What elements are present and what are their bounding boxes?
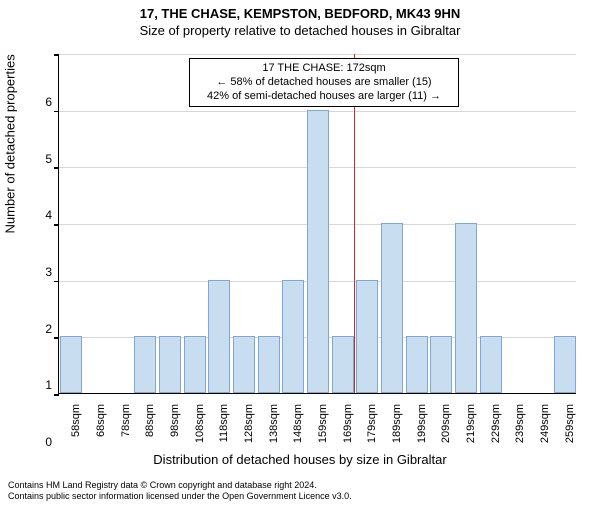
xtick-label: 138sqm [268, 404, 280, 454]
x-axis-label: Distribution of detached houses by size … [0, 452, 600, 467]
bar [455, 223, 477, 393]
bar [307, 110, 329, 393]
xtick-label: 108sqm [194, 404, 206, 454]
ytick-label: 0 [32, 435, 52, 449]
footer-line1: Contains HM Land Registry data © Crown c… [8, 480, 352, 491]
xtick-label: 189sqm [391, 404, 403, 454]
ytick-label: 3 [32, 265, 52, 279]
bar [208, 280, 230, 393]
xtick-label: 259sqm [564, 404, 576, 454]
plot-region: 58sqm68sqm78sqm88sqm98sqm108sqm118sqm128… [58, 54, 576, 394]
chart-area: 58sqm68sqm78sqm88sqm98sqm108sqm118sqm128… [58, 54, 576, 414]
xtick-label: 88sqm [144, 404, 156, 454]
chart-title-sub: Size of property relative to detached ho… [0, 23, 600, 38]
bar [332, 336, 354, 393]
bar [60, 336, 82, 393]
xtick-label: 68sqm [95, 404, 107, 454]
bar [356, 280, 378, 393]
footer-attribution: Contains HM Land Registry data © Crown c… [8, 480, 352, 502]
xtick-label: 199sqm [416, 404, 428, 454]
ytick-mark [54, 224, 59, 226]
ytick-label: 2 [32, 322, 52, 336]
ytick-mark [54, 394, 59, 396]
xtick-label: 58sqm [70, 404, 82, 454]
xtick-label: 179sqm [366, 404, 378, 454]
bar [159, 336, 181, 393]
footer-line2: Contains public sector information licen… [8, 491, 352, 502]
ytick-label: 1 [32, 378, 52, 392]
ytick-mark [54, 167, 59, 169]
ytick-mark [54, 111, 59, 113]
anno-line2: ← 58% of detached houses are smaller (15… [196, 76, 452, 90]
bar [554, 336, 576, 393]
anno-line3: 42% of semi-detached houses are larger (… [196, 90, 452, 104]
ytick-label: 4 [32, 208, 52, 222]
bar [480, 336, 502, 393]
chart-title-main: 17, THE CHASE, KEMPSTON, BEDFORD, MK43 9… [0, 6, 600, 21]
ytick-mark [54, 281, 59, 283]
y-axis-label: Number of detached properties [3, 54, 18, 233]
xtick-label: 219sqm [465, 404, 477, 454]
xtick-label: 159sqm [317, 404, 329, 454]
xtick-label: 128sqm [243, 404, 255, 454]
xtick-label: 78sqm [120, 404, 132, 454]
annotation-box: 17 THE CHASE: 172sqm← 58% of detached ho… [189, 58, 459, 107]
bar [258, 336, 280, 393]
xtick-label: 229sqm [490, 404, 502, 454]
xtick-label: 249sqm [539, 404, 551, 454]
bar [233, 336, 255, 393]
xtick-label: 148sqm [292, 404, 304, 454]
bar [381, 223, 403, 393]
bar [134, 336, 156, 393]
bar [282, 280, 304, 393]
ytick-label: 6 [32, 95, 52, 109]
bar [184, 336, 206, 393]
ytick-mark [54, 337, 59, 339]
ytick-label: 5 [32, 152, 52, 166]
xtick-label: 118sqm [218, 404, 230, 454]
xtick-label: 169sqm [342, 404, 354, 454]
bar [430, 336, 452, 393]
xtick-label: 209sqm [440, 404, 452, 454]
bar [406, 336, 428, 393]
ytick-mark [54, 54, 59, 56]
anno-line1: 17 THE CHASE: 172sqm [196, 62, 452, 76]
xtick-label: 98sqm [169, 404, 181, 454]
xtick-label: 239sqm [514, 404, 526, 454]
gridline [59, 54, 576, 55]
